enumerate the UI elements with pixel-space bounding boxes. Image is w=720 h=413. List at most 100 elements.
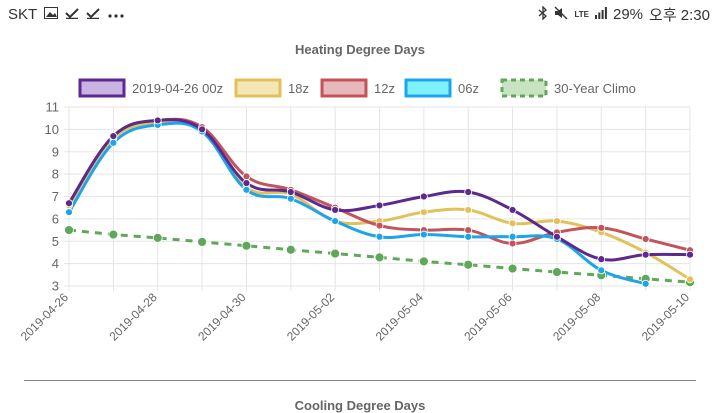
data-point-06z	[419, 230, 428, 239]
chart-series-points	[64, 116, 695, 288]
legend-label: 06z	[458, 81, 479, 96]
data-point-06z	[641, 279, 650, 288]
data-point-06z	[65, 208, 73, 217]
data-point-30-year-climo	[330, 248, 341, 259]
legend-swatch	[404, 78, 452, 98]
data-point-2019-04-26-00z	[109, 132, 118, 140]
x-tick-label: 2019-05-02	[284, 290, 338, 344]
image-icon	[44, 6, 59, 22]
legend-swatch	[234, 78, 282, 98]
y-tick-label: 11	[46, 100, 60, 115]
bluetooth-icon	[538, 4, 548, 23]
data-point-12z	[508, 239, 517, 248]
data-point-2019-04-26-00z	[242, 179, 251, 187]
x-tick-label: 2019-04-30	[195, 290, 249, 344]
data-point-2019-04-26-00z	[375, 201, 384, 210]
data-point-30-year-climo	[152, 232, 163, 243]
data-point-30-year-climo	[463, 259, 474, 270]
data-point-30-year-climo	[64, 225, 74, 235]
x-axis-ticks: 2019-04-26 2019-04-28 2019-04-30 2019-05-02…	[18, 290, 693, 344]
data-point-18z	[419, 208, 428, 217]
carrier-label: SKT	[8, 5, 38, 23]
signal-icon	[595, 6, 607, 22]
y-tick-label: 8	[52, 167, 59, 182]
x-tick-label: 2019-05-04	[373, 290, 427, 344]
data-point-2019-04-26-00z	[286, 188, 295, 196]
data-point-12z	[242, 172, 251, 181]
x-tick-label: 2019-04-26	[18, 290, 72, 344]
chart-grid	[64, 106, 691, 291]
next-chart-title: Cooling Degree Days	[294, 398, 426, 413]
y-axis-ticks: 3 4 5 6 7 8 9 10 11	[45, 100, 59, 294]
data-point-2019-04-26-00z	[65, 199, 73, 208]
y-tick-label: 10	[45, 122, 59, 137]
y-tick-label: 9	[52, 144, 59, 159]
data-point-06z	[242, 185, 251, 194]
legend-label: 30-Year Climo	[554, 81, 636, 96]
x-tick-label: 2019-05-08	[550, 290, 604, 344]
status-left: SKT	[0, 6, 125, 23]
more-icon	[107, 7, 125, 22]
data-point-06z	[375, 232, 384, 241]
data-point-30-year-climo	[241, 240, 252, 251]
data-point-12z	[597, 223, 606, 232]
legend-swatch	[320, 78, 368, 98]
mute-icon	[554, 6, 568, 23]
data-point-2019-04-26-00z	[641, 250, 650, 259]
battery-level: 29%	[613, 5, 644, 23]
data-point-12z	[641, 235, 650, 243]
section-divider	[24, 380, 696, 381]
data-point-06z	[464, 232, 473, 241]
series-line-06z	[67, 121, 647, 286]
data-point-30-year-climo	[507, 263, 518, 274]
clock: 오후 2:30	[649, 6, 710, 24]
data-point-2019-04-26-00z	[464, 188, 473, 196]
data-point-2019-04-26-00z	[686, 250, 694, 259]
data-point-2019-04-26-00z	[419, 192, 428, 201]
data-point-18z	[464, 206, 473, 214]
y-tick-label: 7	[52, 189, 59, 204]
legend-swatch	[78, 78, 126, 98]
data-point-2019-04-26-00z	[553, 232, 561, 241]
data-point-30-year-climo	[418, 256, 429, 267]
data-point-2019-04-26-00z	[198, 125, 206, 134]
y-tick-label: 4	[52, 256, 59, 271]
x-tick-label: 2019-04-28	[107, 290, 161, 344]
y-tick-label: 5	[52, 234, 59, 249]
chart-title: Heating Degree Days	[295, 42, 425, 57]
legend-label: 2019-04-26 00z	[132, 81, 223, 96]
data-point-06z	[597, 266, 606, 275]
data-point-30-year-climo	[108, 229, 119, 240]
data-point-2019-04-26-00z	[508, 206, 517, 214]
legend-swatch	[500, 78, 548, 98]
data-point-06z	[109, 138, 118, 147]
data-point-06z	[286, 194, 295, 203]
status-bar: SKT LTE 29% 오후 2:30	[0, 0, 720, 28]
data-point-30-year-climo	[374, 252, 385, 263]
data-point-2019-04-26-00z	[331, 206, 340, 214]
data-point-12z	[464, 226, 473, 234]
data-point-06z	[331, 217, 340, 226]
y-tick-label: 6	[52, 211, 59, 226]
data-point-2019-04-26-00z	[153, 116, 162, 125]
check-icon	[65, 7, 79, 22]
legend-label: 12z	[374, 81, 395, 96]
legend-label: 18z	[288, 81, 309, 96]
data-point-18z	[508, 219, 517, 228]
data-point-30-year-climo	[197, 237, 207, 247]
x-tick-label: 2019-05-06	[461, 290, 515, 344]
data-point-2019-04-26-00z	[597, 255, 606, 264]
status-right: LTE 29% 오후 2:30	[538, 4, 720, 25]
heating-degree-days-chart: Heating Degree Days 2019-04-26 00z 18z 12z…	[18, 42, 695, 344]
data-point-12z	[375, 221, 384, 230]
network-type: LTE	[574, 9, 589, 19]
x-tick-label: 2019-05-10	[639, 290, 693, 344]
data-point-06z	[508, 232, 517, 241]
data-point-30-year-climo	[552, 267, 562, 278]
chart-legend: 2019-04-26 00z 18z 12z 06z 30-Year Climo	[78, 78, 636, 98]
check-icon	[86, 7, 100, 22]
data-point-30-year-climo	[285, 244, 296, 255]
y-tick-label: 3	[52, 279, 59, 294]
data-point-18z	[553, 217, 561, 226]
data-point-18z	[686, 275, 694, 284]
